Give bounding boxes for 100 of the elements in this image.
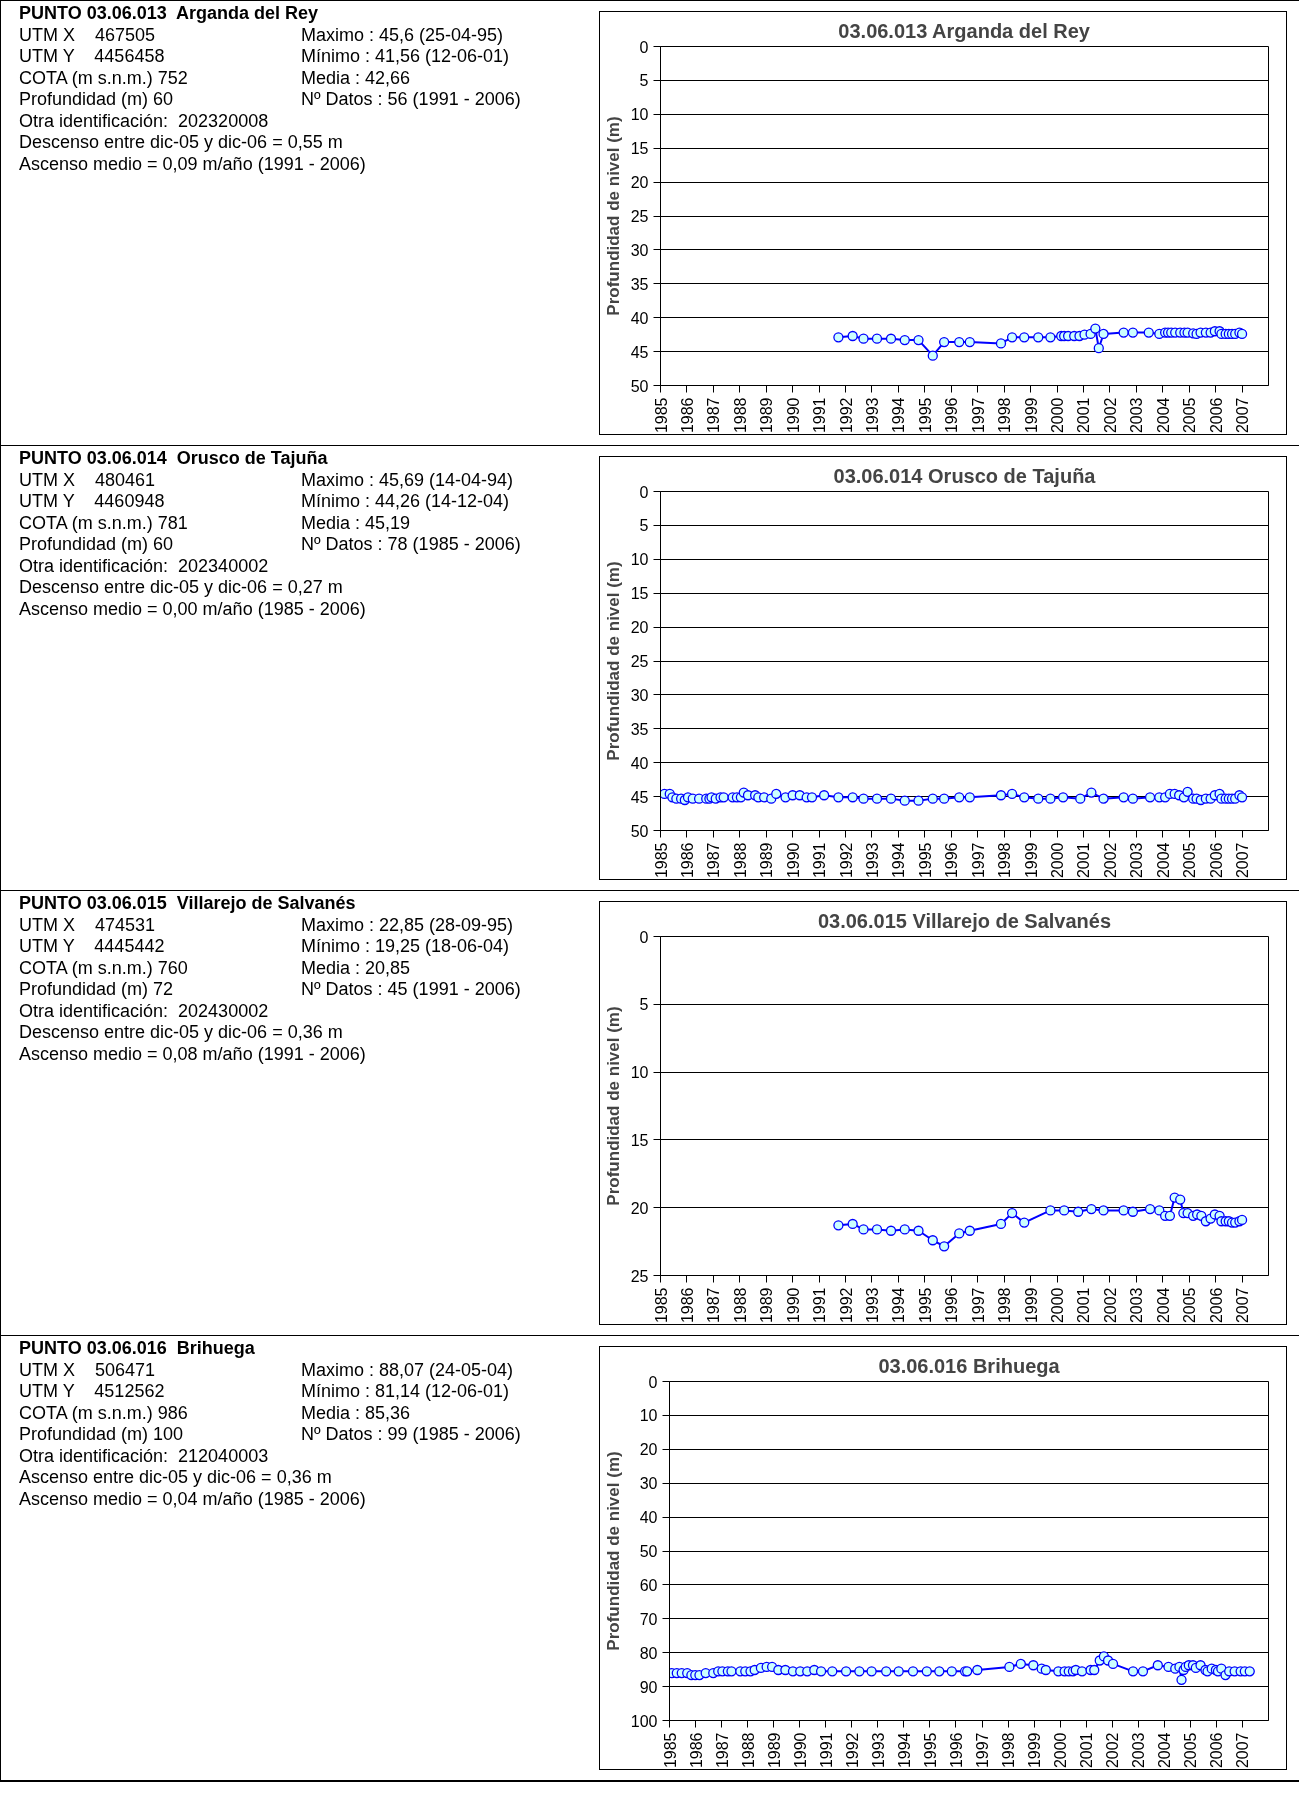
y-tick-label: 25 <box>630 208 649 225</box>
text: Descenso entre dic-05 y dic-06 = 0,36 m <box>19 1022 344 1044</box>
x-tick-label: 1987 <box>705 842 723 879</box>
x-tick-label: 1985 <box>652 397 670 434</box>
x-tick-label: 1985 <box>661 1732 679 1769</box>
x-tick-label: 2004 <box>1154 1287 1172 1324</box>
x-tick-label: 2007 <box>1234 842 1252 879</box>
x-tick-label: 1998 <box>996 842 1014 879</box>
text: Maximo : 88,07 (24-05-04) <box>301 1359 515 1381</box>
x-tick-label: 1995 <box>916 1287 934 1324</box>
text: PUNTO 03.06.015 Villarejo de Salvanés <box>19 893 357 915</box>
text: Descenso entre dic-05 y dic-06 = 0,55 m <box>19 132 344 154</box>
x-tick-label: 1988 <box>731 1287 749 1324</box>
y-axis-title: Profundidad de nivel (m) <box>603 116 623 316</box>
x-tick-label: 1995 <box>916 842 934 879</box>
x-tick-label: 1990 <box>784 842 802 879</box>
x-tick-label: 1991 <box>811 397 829 434</box>
x-tick-label: 2007 <box>1234 1287 1252 1324</box>
x-tick-label: 1993 <box>863 1287 881 1324</box>
x-tick-label: 1998 <box>996 1287 1014 1324</box>
text: UTM X 506471 <box>19 1359 157 1381</box>
y-tick-label: 10 <box>639 1407 658 1425</box>
y-tick-label: 20 <box>639 1441 658 1459</box>
text: Maximo : 45,6 (25-04-95) <box>301 24 505 46</box>
text: Ascenso medio = 0,09 m/año (1991 - 2006) <box>19 153 367 175</box>
y-tick-label: 20 <box>630 174 649 192</box>
x-tick-label: 1992 <box>843 1732 861 1769</box>
text: PUNTO 03.06.013 Arganda del Rey <box>19 3 320 25</box>
y-tick-label: 15 <box>630 140 649 158</box>
x-tick-label: 1994 <box>890 397 908 434</box>
text: Nº Datos : 99 (1985 - 2006) <box>301 1424 521 1446</box>
y-tick-label: 45 <box>630 788 649 806</box>
text: Ascenso medio = 0,08 m/año (1991 - 2006) <box>19 1043 367 1065</box>
x-tick-label: 1994 <box>890 842 908 879</box>
x-tick-label: 1989 <box>765 1732 783 1769</box>
x-tick-label: 2002 <box>1104 1732 1122 1769</box>
text: Ascenso medio = 0,04 m/año (1985 - 2006) <box>19 1488 367 1510</box>
x-tick-label: 2000 <box>1052 1732 1070 1769</box>
x-tick-label: 1996 <box>947 1732 965 1769</box>
x-tick-label: 1987 <box>713 1732 731 1769</box>
text: Media : 20,85 <box>301 957 412 979</box>
x-tick-label: 1998 <box>1000 1732 1018 1769</box>
text: Mínimo : 44,26 (14-12-04) <box>301 491 511 513</box>
y-tick-label: 10 <box>630 106 649 124</box>
text: Profundidad (m) 60 <box>19 534 175 556</box>
x-tick-label: 2002 <box>1101 397 1119 434</box>
x-tick-label: 2007 <box>1234 1732 1252 1769</box>
text: Maximo : 22,85 (28-09-95) <box>301 914 515 936</box>
x-tick-label: 1993 <box>863 397 881 434</box>
y-tick-label: 70 <box>639 1610 658 1628</box>
y-tick-label: 35 <box>630 275 649 293</box>
x-tick-label: 1997 <box>974 1732 992 1769</box>
x-tick-label: 1986 <box>678 1287 696 1324</box>
text: Nº Datos : 78 (1985 - 2006) <box>301 534 521 556</box>
x-tick-label: 1999 <box>1022 397 1040 434</box>
y-tick-label: 5 <box>639 517 649 535</box>
x-tick-label: 2000 <box>1049 842 1067 879</box>
x-tick-label: 1995 <box>921 1732 939 1769</box>
x-tick-label: 1991 <box>817 1732 835 1769</box>
x-tick-label: 2005 <box>1181 1287 1199 1324</box>
y-tick-label: 0 <box>639 928 649 946</box>
text: UTM Y 4460948 <box>19 491 166 513</box>
text: Media : 42,66 <box>301 67 412 89</box>
x-tick-label: 2007 <box>1234 397 1252 434</box>
x-tick-label: 2005 <box>1182 1732 1200 1769</box>
y-tick-label: 10 <box>630 551 649 569</box>
x-tick-label: 2003 <box>1128 842 1146 879</box>
text: UTM Y 4445442 <box>19 936 166 958</box>
text: Nº Datos : 56 (1991 - 2006) <box>301 89 521 111</box>
x-tick-label: 2006 <box>1207 842 1225 879</box>
y-tick-label: 45 <box>630 343 649 361</box>
text: UTM X 467505 <box>19 24 157 46</box>
y-tick-label: 40 <box>630 309 649 327</box>
text: Descenso entre dic-05 y dic-06 = 0,27 m <box>19 577 344 599</box>
x-tick-label: 1986 <box>678 842 696 879</box>
x-tick-label: 2001 <box>1075 842 1093 879</box>
y-tick-label: 30 <box>630 686 649 704</box>
x-tick-label: 2001 <box>1075 397 1093 434</box>
text: Otra identificación: 202320008 <box>19 110 270 132</box>
y-tick-label: 40 <box>630 754 649 772</box>
y-tick-label: 35 <box>630 720 649 738</box>
x-tick-label: 2006 <box>1207 1287 1225 1324</box>
x-tick-label: 1994 <box>890 1287 908 1324</box>
text: COTA (m s.n.m.) 752 <box>19 67 189 89</box>
y-tick-label: 25 <box>630 653 649 670</box>
text: Mínimo : 41,56 (12-06-01) <box>301 46 511 68</box>
text: Media : 85,36 <box>301 1402 412 1424</box>
y-tick-label: 5 <box>639 72 649 90</box>
x-tick-label: 1988 <box>731 842 749 879</box>
x-tick-label: 1999 <box>1022 842 1040 879</box>
x-tick-label: 2000 <box>1049 397 1067 434</box>
text: Otra identificación: 202340002 <box>19 555 270 577</box>
x-tick-label: 2003 <box>1130 1732 1148 1769</box>
x-tick-label: 2003 <box>1128 397 1146 434</box>
text: UTM Y 4456458 <box>19 46 166 68</box>
y-tick-label: 40 <box>639 1509 658 1527</box>
x-tick-label: 1999 <box>1022 1287 1040 1324</box>
x-tick-label: 1988 <box>739 1732 757 1769</box>
x-tick-label: 2001 <box>1075 1287 1093 1324</box>
text: Profundidad (m) 60 <box>19 89 175 111</box>
